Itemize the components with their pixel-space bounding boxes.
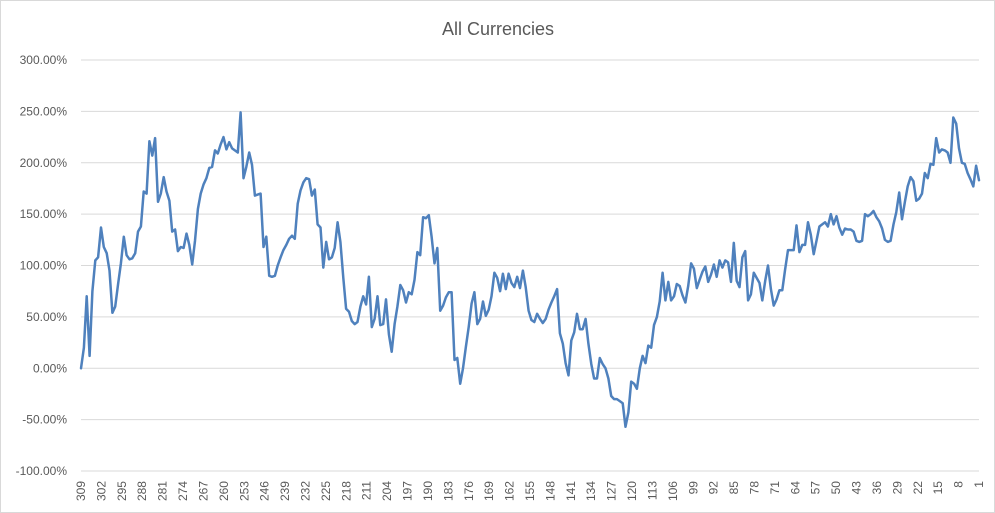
y-axis-tick-labels: 300.00% 250.00% 200.00% 150.00% 100.00% 50.00… xyxy=(16,53,68,478)
x-tick-label: 211 xyxy=(360,481,374,500)
x-tick-label: 267 xyxy=(196,481,210,501)
x-tick-label: 50 xyxy=(829,481,843,495)
x-tick-label: 64 xyxy=(788,481,802,495)
y-tick-label: -50.00% xyxy=(22,413,67,427)
y-tick-label: 200.00% xyxy=(20,156,68,170)
x-tick-label: 281 xyxy=(156,481,170,501)
x-tick-label: 288 xyxy=(135,481,149,501)
x-tick-label: 176 xyxy=(462,481,476,501)
x-tick-label: 141 xyxy=(564,481,578,501)
x-tick-label: 29 xyxy=(890,481,904,495)
x-tick-label: 197 xyxy=(401,481,415,501)
x-tick-label: 274 xyxy=(176,481,190,501)
x-tick-label: 134 xyxy=(584,481,598,501)
x-tick-label: 127 xyxy=(605,481,619,501)
y-tick-label: -100.00% xyxy=(16,464,68,478)
x-tick-label: 120 xyxy=(625,481,639,501)
x-tick-label: 155 xyxy=(523,481,537,501)
y-tick-label: 0.00% xyxy=(33,361,67,375)
x-tick-label: 8 xyxy=(952,481,966,488)
x-tick-label: 232 xyxy=(299,481,313,501)
y-tick-label: 300.00% xyxy=(20,53,68,67)
x-tick-label: 239 xyxy=(278,481,292,501)
x-tick-label: 302 xyxy=(94,481,108,501)
x-tick-label: 43 xyxy=(850,481,864,495)
y-tick-label: 50.00% xyxy=(26,310,67,324)
x-axis-tick-labels: 309 302 295 288 281 274 267 260 253 246 239 232 225 2… xyxy=(74,481,986,501)
y-tick-label: 150.00% xyxy=(20,207,68,221)
x-tick-label: 1 xyxy=(972,481,986,488)
gridlines xyxy=(81,59,979,472)
x-tick-label: 106 xyxy=(666,481,680,501)
x-tick-label: 113 xyxy=(645,481,659,500)
x-tick-label: 218 xyxy=(339,481,353,501)
series-line xyxy=(79,111,981,429)
y-tick-label: 250.00% xyxy=(20,104,68,118)
x-tick-label: 225 xyxy=(319,481,333,501)
x-tick-label: 309 xyxy=(74,481,88,501)
x-tick-label: 260 xyxy=(217,481,231,501)
x-tick-label: 246 xyxy=(258,481,272,501)
x-tick-label: 169 xyxy=(482,481,496,501)
x-tick-label: 253 xyxy=(237,481,251,501)
x-tick-label: 295 xyxy=(115,481,129,501)
x-tick-label: 148 xyxy=(543,481,557,501)
x-tick-label: 92 xyxy=(707,481,721,495)
x-tick-label: 204 xyxy=(380,481,394,501)
x-tick-label: 85 xyxy=(727,481,741,495)
x-tick-label: 190 xyxy=(421,481,435,501)
x-tick-label: 99 xyxy=(686,481,700,495)
y-tick-label: 100.00% xyxy=(20,259,68,273)
chart-title: All Currencies xyxy=(442,19,554,39)
x-tick-label: 57 xyxy=(809,481,823,495)
x-tick-label: 36 xyxy=(870,481,884,495)
x-tick-label: 162 xyxy=(503,481,517,501)
x-tick-label: 183 xyxy=(441,481,455,501)
x-tick-label: 71 xyxy=(768,481,782,495)
series-layer xyxy=(79,111,981,429)
x-tick-label: 15 xyxy=(931,481,945,495)
x-tick-label: 22 xyxy=(911,481,925,495)
x-tick-label: 78 xyxy=(748,481,762,495)
